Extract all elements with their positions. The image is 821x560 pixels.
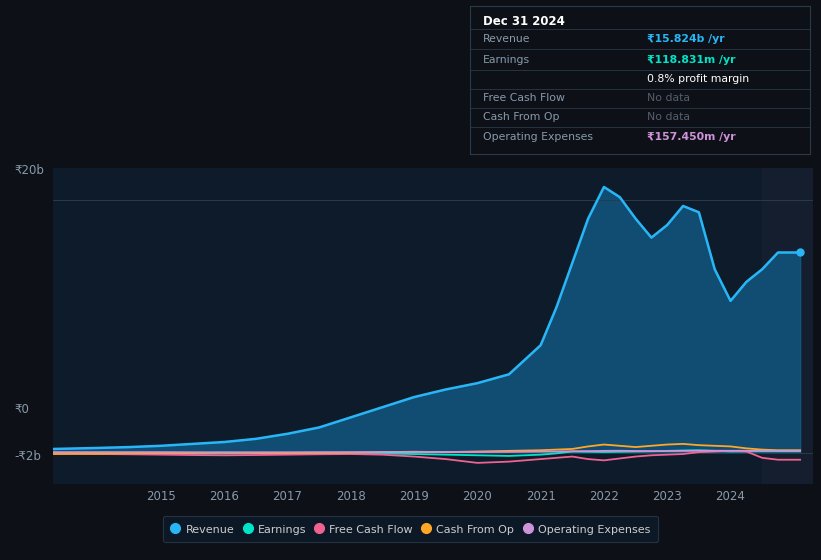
Text: Operating Expenses: Operating Expenses <box>484 132 594 142</box>
Text: ₹15.824b /yr: ₹15.824b /yr <box>647 34 724 44</box>
Text: ₹0: ₹0 <box>15 403 30 417</box>
Text: No data: No data <box>647 93 690 103</box>
Text: Cash From Op: Cash From Op <box>484 112 560 122</box>
Text: ₹118.831m /yr: ₹118.831m /yr <box>647 55 736 65</box>
Text: Free Cash Flow: Free Cash Flow <box>484 93 565 103</box>
Text: Dec 31 2024: Dec 31 2024 <box>484 15 565 27</box>
Text: ₹20b: ₹20b <box>15 164 44 178</box>
Text: 0.8% profit margin: 0.8% profit margin <box>647 74 749 84</box>
Legend: Revenue, Earnings, Free Cash Flow, Cash From Op, Operating Expenses: Revenue, Earnings, Free Cash Flow, Cash … <box>163 516 658 543</box>
Text: No data: No data <box>647 112 690 122</box>
Text: Earnings: Earnings <box>484 55 530 65</box>
Text: ₹157.450m /yr: ₹157.450m /yr <box>647 132 736 142</box>
Text: Revenue: Revenue <box>484 34 530 44</box>
Bar <box>762 168 813 484</box>
Text: -₹2b: -₹2b <box>15 450 42 463</box>
